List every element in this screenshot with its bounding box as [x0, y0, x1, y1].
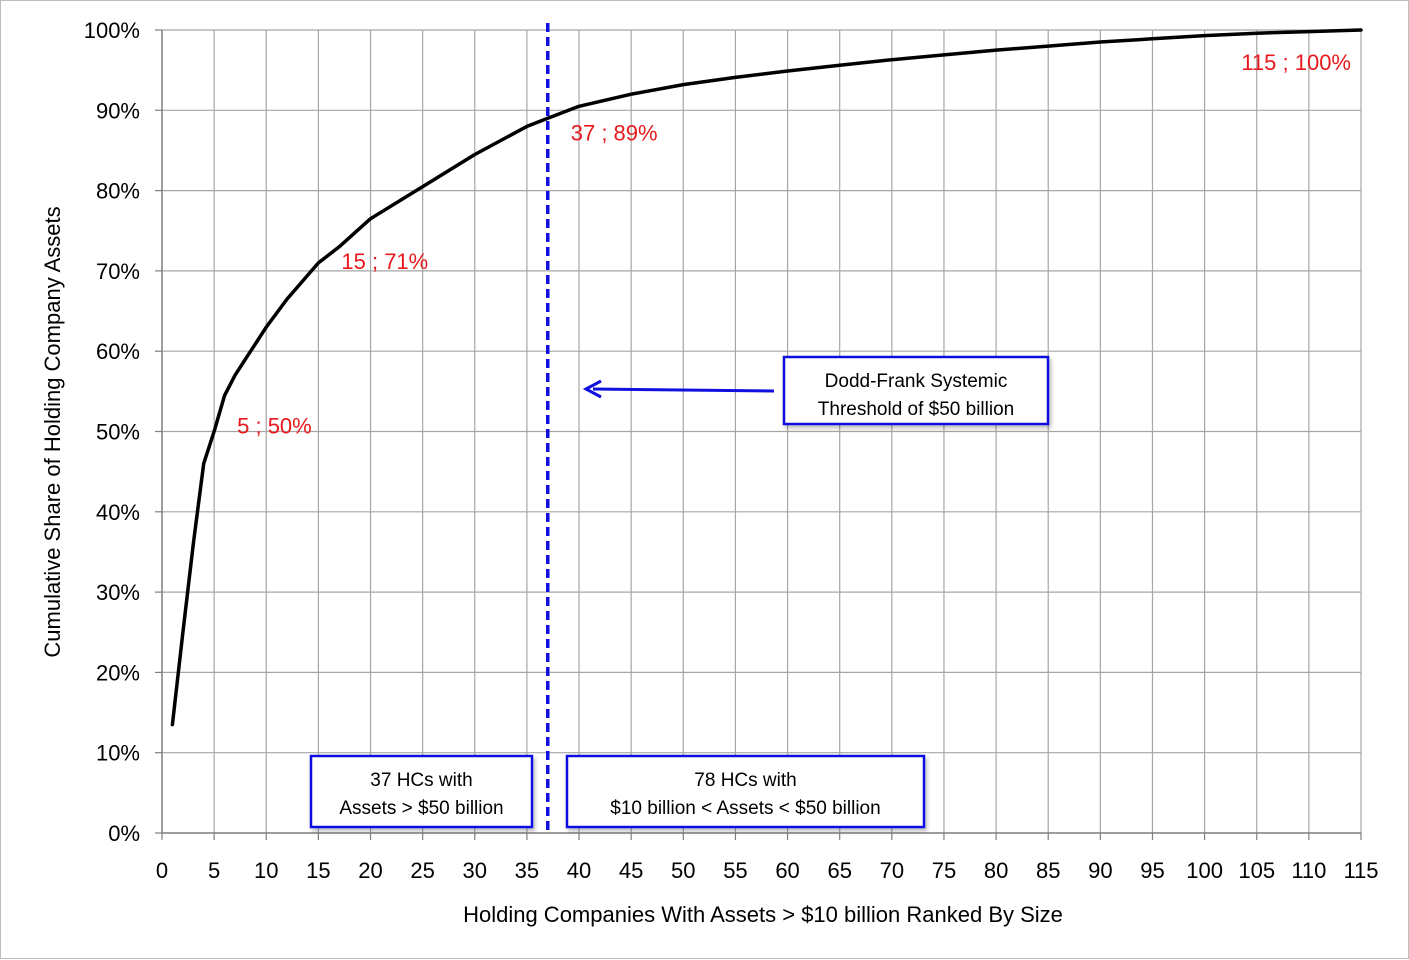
y-tick-label: 40%: [96, 500, 140, 525]
x-tick-label: 90: [1088, 858, 1112, 883]
threshold-arrow-head: [582, 379, 602, 399]
x-tick-label: 55: [723, 858, 747, 883]
data-label: 115 ; 100%: [1241, 50, 1351, 75]
annotation-box: [565, 754, 926, 829]
x-tick-label: 95: [1140, 858, 1164, 883]
y-tick-label: 90%: [96, 98, 140, 123]
x-tick-label: 45: [619, 858, 643, 883]
data-labels: 5 ; 50% 15 ; 71% 37 ; 89% 115 ; 100%: [237, 50, 1351, 439]
annotation-text: 37 HCs with: [370, 770, 472, 791]
y-tick-label: 60%: [96, 339, 140, 364]
axes: [155, 29, 1362, 840]
y-tick-label: 70%: [96, 259, 140, 284]
x-tick-label: 100: [1186, 858, 1223, 883]
annotation-text: Assets > $50 billion: [339, 798, 503, 819]
x-tick-label: 20: [358, 858, 382, 883]
x-tick-label: 80: [984, 858, 1008, 883]
x-tick-label: 105: [1238, 858, 1275, 883]
threshold-arrow-shaft: [592, 387, 775, 393]
y-tick-label: 10%: [96, 741, 140, 766]
data-label: 15 ; 71%: [341, 249, 428, 274]
series-group: [170, 28, 1363, 727]
annotation-text: 78 HCs with: [694, 770, 796, 791]
x-tick-label: 60: [775, 858, 799, 883]
data-label: 37 ; 89%: [571, 120, 658, 145]
y-tick-label: 50%: [96, 420, 140, 445]
y-tick-label: 80%: [96, 179, 140, 204]
annotation-text: $10 billion < Assets < $50 billion: [610, 798, 880, 819]
annotation-box: [782, 355, 1050, 426]
x-tick-label: 30: [463, 858, 487, 883]
small-hc-annotation-box: 78 HCs with $10 billion < Assets < $50 bi…: [565, 754, 926, 829]
x-tick-label: 75: [932, 858, 956, 883]
y-tick-label: 30%: [96, 580, 140, 605]
data-label: 5 ; 50%: [237, 414, 312, 439]
x-tick-label: 70: [880, 858, 904, 883]
tick-labels: 0 5 10 15 20 25 30 35 40 45 50 55 60 65 70 75 80 85 90 95 10…: [84, 18, 1379, 883]
annotation-box: [309, 754, 534, 829]
x-tick-label: 50: [671, 858, 695, 883]
grid-lines: [162, 29, 1362, 833]
y-tick-label: 100%: [84, 18, 140, 43]
x-tick-label: 35: [515, 858, 539, 883]
x-tick-label: 115: [1343, 858, 1378, 883]
threshold-annotation-box: Dodd-Frank Systemic Threshold of $50 bill…: [782, 355, 1050, 426]
x-tick-label: 0: [156, 858, 168, 883]
annotation-text: Dodd-Frank Systemic: [825, 371, 1008, 392]
large-hc-annotation-box: 37 HCs with Assets > $50 billion: [309, 754, 534, 829]
annotation-text: Threshold of $50 billion: [818, 399, 1014, 420]
y-axis-title: Cumulative Share of Holding Company Asse…: [40, 206, 65, 657]
x-tick-label: 10: [254, 858, 278, 883]
x-tick-label: 85: [1036, 858, 1060, 883]
y-tick-label: 20%: [96, 660, 140, 685]
x-tick-label: 65: [827, 858, 851, 883]
x-tick-label: 15: [306, 858, 330, 883]
annotations: Dodd-Frank Systemic Threshold of $50 bill…: [309, 355, 1050, 829]
x-tick-label: 40: [567, 858, 591, 883]
x-axis-title: Holding Companies With Assets > $10 bill…: [463, 902, 1063, 927]
x-tick-label: 5: [208, 858, 220, 883]
y-tick-label: 0%: [108, 821, 140, 846]
series-line: [170, 28, 1363, 727]
x-tick-label: 25: [410, 858, 434, 883]
x-tick-label: 110: [1291, 858, 1326, 883]
